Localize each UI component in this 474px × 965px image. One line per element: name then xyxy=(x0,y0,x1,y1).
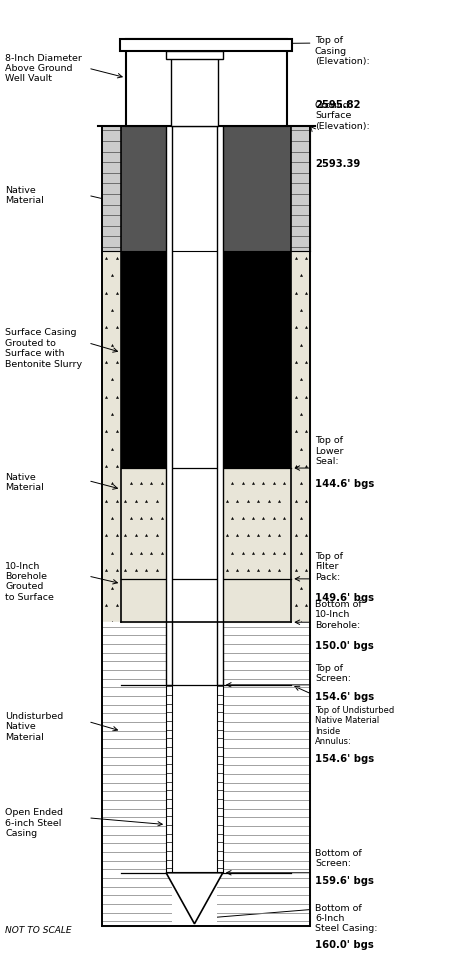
Bar xyxy=(121,251,166,468)
Text: NOT TO SCALE: NOT TO SCALE xyxy=(5,926,72,935)
Text: Undisturbed
Native
Material: Undisturbed Native Material xyxy=(5,712,64,742)
Text: Ground
Surface
(Elevation):: Ground Surface (Elevation): xyxy=(315,101,370,130)
Text: Top of
Lower
Seal:: Top of Lower Seal: xyxy=(315,436,344,466)
Bar xyxy=(166,51,223,60)
Text: 144.6' bgs: 144.6' bgs xyxy=(315,479,374,488)
Bar xyxy=(217,685,223,872)
Text: 159.6' bgs: 159.6' bgs xyxy=(315,875,374,886)
Text: Bottom of
10-Inch
Borehole:: Bottom of 10-Inch Borehole: xyxy=(315,600,362,630)
Text: Top of
Casing
(Elevation):: Top of Casing (Elevation): xyxy=(315,37,370,67)
Bar xyxy=(120,40,292,51)
Text: 149.6' bgs: 149.6' bgs xyxy=(315,593,374,603)
Bar xyxy=(223,126,292,251)
Text: Top of Undisturbed
Native Material
Inside
Annulus:: Top of Undisturbed Native Material Insid… xyxy=(315,706,394,746)
Text: Top of
Screen:: Top of Screen: xyxy=(315,664,351,683)
Text: 2595.82: 2595.82 xyxy=(315,100,361,110)
Text: 154.6' bgs: 154.6' bgs xyxy=(315,755,374,764)
Bar xyxy=(126,40,287,126)
Bar xyxy=(217,40,223,685)
Text: 160.0' bgs: 160.0' bgs xyxy=(315,940,374,951)
Text: Bottom of
Screen:: Bottom of Screen: xyxy=(315,848,362,868)
Text: Surface Casing
Grouted to
Surface with
Bentonite Slurry: Surface Casing Grouted to Surface with B… xyxy=(5,328,82,369)
Bar xyxy=(223,251,292,468)
Bar xyxy=(171,51,218,126)
Text: Top of
Filter
Pack:: Top of Filter Pack: xyxy=(315,552,343,582)
Text: 154.6' bgs: 154.6' bgs xyxy=(315,692,374,702)
Text: 10-Inch
Borehole
Grouted
to Surface: 10-Inch Borehole Grouted to Surface xyxy=(5,562,55,602)
Bar xyxy=(121,126,166,251)
Text: 150.0' bgs: 150.0' bgs xyxy=(315,642,374,651)
Bar xyxy=(166,685,172,872)
Text: Native
Material: Native Material xyxy=(5,473,44,492)
Text: Bottom of
6-Inch
Steel Casing:: Bottom of 6-Inch Steel Casing: xyxy=(315,903,377,933)
Polygon shape xyxy=(166,872,223,924)
Text: Native
Material: Native Material xyxy=(5,185,44,206)
Text: Open Ended
6-inch Steel
Casing: Open Ended 6-inch Steel Casing xyxy=(5,809,64,838)
Bar xyxy=(172,126,217,925)
Bar xyxy=(166,40,172,685)
Text: 2593.39: 2593.39 xyxy=(315,158,360,169)
Text: 8-Inch Diameter
Above Ground
Well Vault: 8-Inch Diameter Above Ground Well Vault xyxy=(5,54,82,84)
